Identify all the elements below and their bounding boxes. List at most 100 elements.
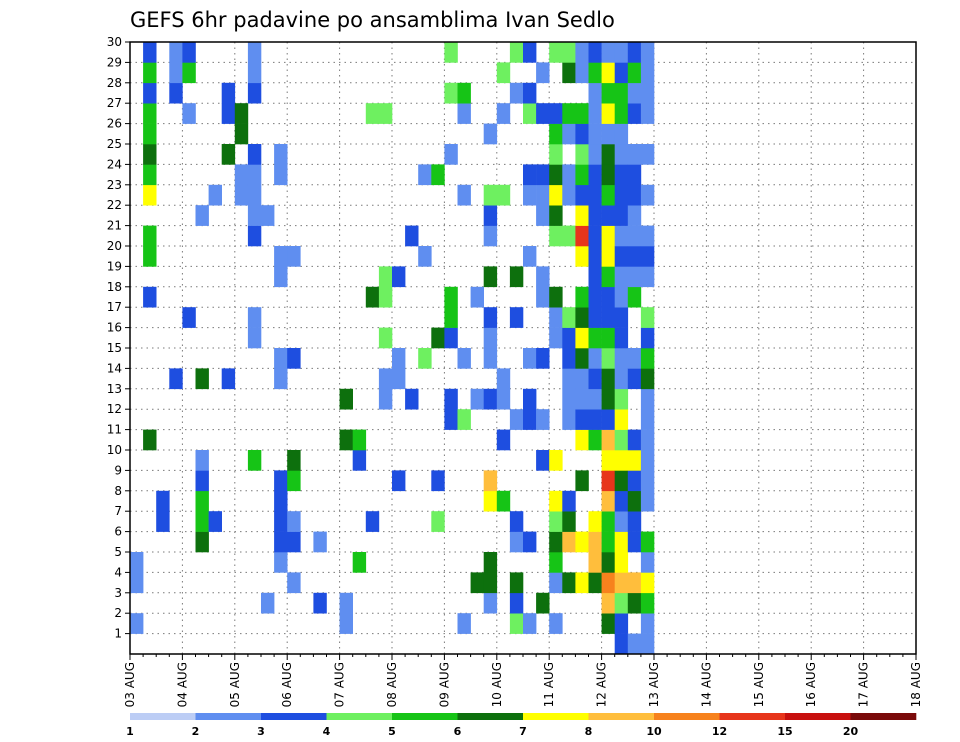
y-axis-tick-label: 13 (107, 382, 122, 396)
heatmap-cell (549, 490, 563, 512)
heatmap-cell (457, 613, 471, 634)
heatmap-cell (365, 103, 380, 124)
heatmap-cell (536, 205, 550, 226)
x-axis-tick-label: 10 AUG (490, 662, 504, 707)
heatmap-cell (588, 144, 602, 165)
x-axis-tick-label: 08 AUG (385, 662, 399, 707)
heatmap-cell (601, 42, 615, 63)
heatmap-cell (601, 123, 615, 145)
x-axis-tick-label: 16 AUG (804, 662, 818, 707)
colorbar-tick-label: 1 (126, 725, 134, 738)
heatmap-cell (496, 368, 511, 390)
heatmap-cell (418, 348, 432, 369)
heatmap-cell (562, 123, 576, 145)
heatmap-cell (457, 82, 471, 104)
heatmap-cell (601, 246, 615, 267)
heatmap-cell (470, 388, 484, 410)
heatmap-cell (221, 103, 236, 124)
heatmap-cell (627, 82, 642, 104)
heatmap-cell (339, 592, 353, 614)
heatmap-cell (627, 531, 642, 553)
heatmap-cell (143, 144, 157, 165)
heatmap-cell (562, 368, 576, 390)
heatmap-cell (588, 531, 602, 553)
heatmap-cell (588, 307, 602, 328)
heatmap-cell (627, 592, 642, 614)
heatmap-cell (143, 286, 157, 308)
heatmap-cell (601, 552, 615, 573)
heatmap-cell (614, 103, 629, 124)
heatmap-cell (601, 592, 615, 614)
heatmap-cell (143, 42, 157, 63)
heatmap-cell (509, 409, 524, 430)
y-axis-tick-label: 7 (114, 504, 122, 518)
colorbar-tick-label: 5 (388, 725, 396, 738)
y-axis-tick-label: 23 (107, 178, 122, 192)
heatmap-cell (627, 144, 642, 165)
x-axis-tick-label: 11 AUG (542, 662, 556, 707)
heatmap-cell (378, 368, 393, 390)
y-axis-tick-label: 11 (107, 423, 122, 437)
heatmap-cell (627, 511, 642, 532)
heatmap-cell (274, 164, 288, 186)
heatmap-cell (143, 123, 157, 145)
heatmap-cell (575, 103, 589, 124)
heatmap-cell (536, 184, 550, 206)
heatmap-cell (614, 490, 629, 512)
heatmap-cell (457, 103, 471, 124)
y-axis-tick-label: 9 (114, 463, 122, 477)
heatmap-cell (614, 246, 629, 267)
heatmap-cell (614, 429, 629, 451)
heatmap-cell (627, 429, 642, 451)
heatmap-cell (601, 327, 615, 349)
heatmap-cell (143, 429, 157, 451)
heatmap-cell (156, 490, 170, 512)
heatmap-cell (444, 144, 458, 165)
heatmap-cell (549, 572, 563, 594)
y-axis-tick-label: 3 (114, 586, 122, 600)
heatmap-cell (483, 123, 498, 145)
x-axis-tick-label: 04 AUG (175, 662, 189, 707)
heatmap-cell (365, 511, 380, 532)
heatmap-cell (627, 490, 642, 512)
heatmap-cell (614, 307, 629, 328)
heatmap-cell (444, 327, 458, 349)
y-axis-tick-label: 6 (114, 525, 122, 539)
heatmap-cell (640, 409, 655, 430)
heatmap-cell (575, 286, 589, 308)
heatmap-cell (601, 205, 615, 226)
y-axis-tick-label: 16 (107, 321, 122, 335)
heatmap-cell (562, 327, 576, 349)
heatmap-cell (562, 409, 576, 430)
heatmap-cell (562, 572, 576, 594)
heatmap-cell (483, 184, 498, 206)
heatmap-cell (549, 225, 563, 247)
colorbar-swatch (130, 713, 196, 720)
heatmap-cell (274, 266, 288, 288)
heatmap-cell (457, 409, 471, 430)
heatmap-cell (444, 82, 458, 104)
heatmap-cell (536, 62, 550, 84)
heatmap-cell (509, 613, 524, 634)
colorbar-swatch (195, 713, 262, 720)
heatmap-cell (627, 103, 642, 124)
heatmap-cell (195, 531, 209, 553)
heatmap-cell (195, 490, 209, 512)
y-axis-tick-label: 2 (114, 606, 122, 620)
heatmap-cell (221, 82, 236, 104)
heatmap-cell (392, 266, 406, 288)
heatmap-cell (640, 592, 655, 614)
heatmap-cell (627, 246, 642, 267)
heatmap-cell (627, 348, 642, 369)
heatmap-cell (444, 42, 458, 63)
heatmap-cell (392, 348, 406, 369)
heatmap-cell (261, 205, 275, 226)
heatmap-cell (575, 572, 589, 594)
heatmap-cell (614, 450, 629, 471)
heatmap-cell (588, 225, 602, 247)
colorbar-legend: 1 2 3 4 5 6 7 8 10 12 15 20 (126, 713, 917, 738)
heatmap-cell (549, 164, 563, 186)
heatmap-cell (457, 348, 471, 369)
colorbar-tick-label: 12 (712, 725, 727, 738)
heatmap-cell (627, 184, 642, 206)
